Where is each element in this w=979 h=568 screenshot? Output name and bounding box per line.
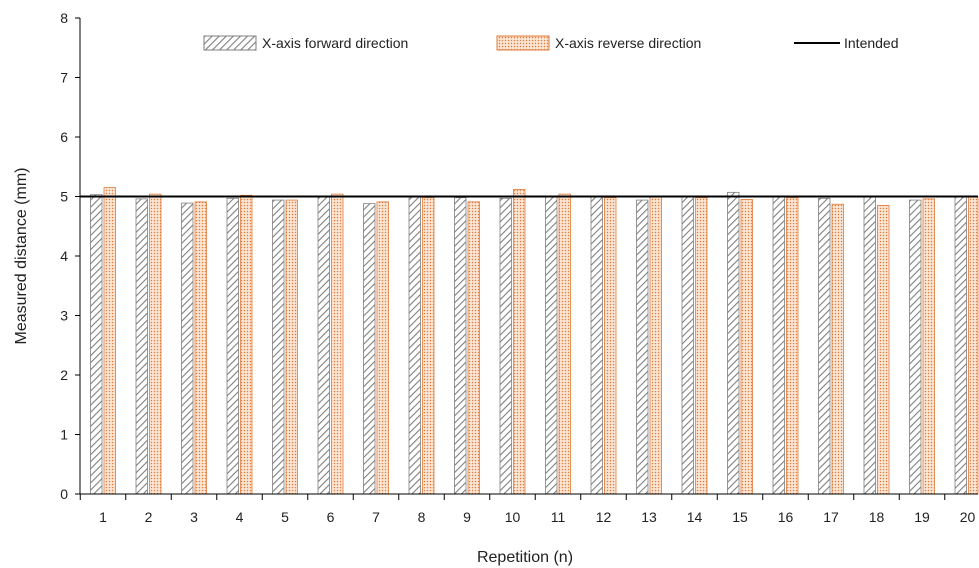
x-tick-label: 4 xyxy=(236,509,244,525)
x-tick-label: 6 xyxy=(327,509,335,525)
bar-reverse-6 xyxy=(331,193,344,495)
bar-forward-2 xyxy=(135,198,148,495)
bar-forward-19 xyxy=(909,199,922,495)
bar-reverse-5 xyxy=(285,199,298,495)
y-tick-label: 1 xyxy=(60,427,68,443)
bar-reverse-12 xyxy=(604,197,617,495)
y-tick-label: 4 xyxy=(60,248,68,264)
bar-forward-5 xyxy=(272,199,285,495)
y-tick-label: 8 xyxy=(60,10,68,26)
bar-forward-10 xyxy=(499,197,512,495)
bar-forward-6 xyxy=(317,195,330,495)
bar-reverse-14 xyxy=(695,197,708,495)
bar-reverse-3 xyxy=(194,201,207,495)
x-tick-label: 19 xyxy=(914,509,930,525)
y-tick-label: 3 xyxy=(60,308,68,324)
legend-swatch-reverse xyxy=(496,35,550,51)
bar-reverse-10 xyxy=(513,188,526,495)
x-tick-label: 17 xyxy=(823,509,839,525)
bar-reverse-18 xyxy=(877,205,890,495)
x-tick-label: 18 xyxy=(869,509,885,525)
x-tick-label: 10 xyxy=(505,509,521,525)
y-axis-title: Measured distance (mm) xyxy=(13,168,30,345)
bar-forward-7 xyxy=(363,203,376,495)
bar-forward-3 xyxy=(181,202,194,495)
bar-reverse-9 xyxy=(467,201,480,495)
bar-reverse-16 xyxy=(786,197,799,495)
x-axis-title: Repetition (n) xyxy=(477,549,573,566)
legend: X-axis forward direction X-axis reverse … xyxy=(203,35,899,51)
x-tick-label: 12 xyxy=(596,509,612,525)
bar-forward-18 xyxy=(863,196,876,495)
y-tick-label: 2 xyxy=(60,367,68,383)
x-tick-label: 16 xyxy=(778,509,794,525)
x-tick-label: 3 xyxy=(190,509,198,525)
bar-forward-1 xyxy=(90,194,103,495)
bar-forward-4 xyxy=(226,197,239,495)
bar-forward-12 xyxy=(590,196,603,495)
x-tick-label: 8 xyxy=(418,509,426,525)
bar-forward-13 xyxy=(636,199,649,495)
bar-forward-8 xyxy=(408,196,421,495)
legend-label-reverse: X-axis reverse direction xyxy=(555,35,701,51)
bar-forward-14 xyxy=(681,196,694,495)
bar-reverse-13 xyxy=(649,196,662,495)
bar-reverse-7 xyxy=(376,201,389,495)
x-axis-ticks: 1 2 3 4 5 6 7 8 9 10 11 12 13 14 15 16 17 18 19 20 xyxy=(79,494,976,525)
y-axis-ticks: 0 1 2 3 4 5 6 7 8 xyxy=(60,10,80,502)
bar-forward-15 xyxy=(727,191,740,495)
bar-reverse-2 xyxy=(149,193,162,495)
bar-reverse-19 xyxy=(922,198,935,495)
bar-reverse-11 xyxy=(558,193,571,495)
x-tick-label: 11 xyxy=(551,509,566,525)
x-tick-label: 14 xyxy=(687,509,703,525)
x-tick-label: 15 xyxy=(732,509,748,525)
bars xyxy=(90,187,979,495)
bar-reverse-17 xyxy=(831,203,844,495)
legend-label-intended: Intended xyxy=(844,35,899,51)
x-tick-label: 9 xyxy=(463,509,471,525)
bar-reverse-8 xyxy=(422,197,435,495)
bar-forward-9 xyxy=(454,197,467,495)
y-tick-label: 6 xyxy=(60,129,68,145)
bar-forward-16 xyxy=(772,196,785,495)
x-tick-label: 20 xyxy=(960,509,976,525)
legend-label-forward: X-axis forward direction xyxy=(262,35,408,51)
x-tick-label: 2 xyxy=(145,509,153,525)
x-tick-label: 7 xyxy=(372,509,380,525)
x-tick-label: 13 xyxy=(641,509,657,525)
bar-forward-11 xyxy=(545,196,558,495)
bar-reverse-4 xyxy=(240,194,253,495)
y-tick-label: 5 xyxy=(60,189,68,205)
y-tick-label: 7 xyxy=(60,70,68,86)
x-tick-label: 5 xyxy=(281,509,289,525)
bar-forward-17 xyxy=(818,197,831,495)
bar-reverse-20 xyxy=(968,196,979,495)
x-tick-label: 1 xyxy=(99,509,107,525)
bar-reverse-15 xyxy=(740,199,753,495)
legend-swatch-forward xyxy=(203,35,257,51)
y-tick-label: 0 xyxy=(60,486,68,502)
bar-reverse-1 xyxy=(103,187,116,495)
bar-forward-20 xyxy=(954,196,967,495)
